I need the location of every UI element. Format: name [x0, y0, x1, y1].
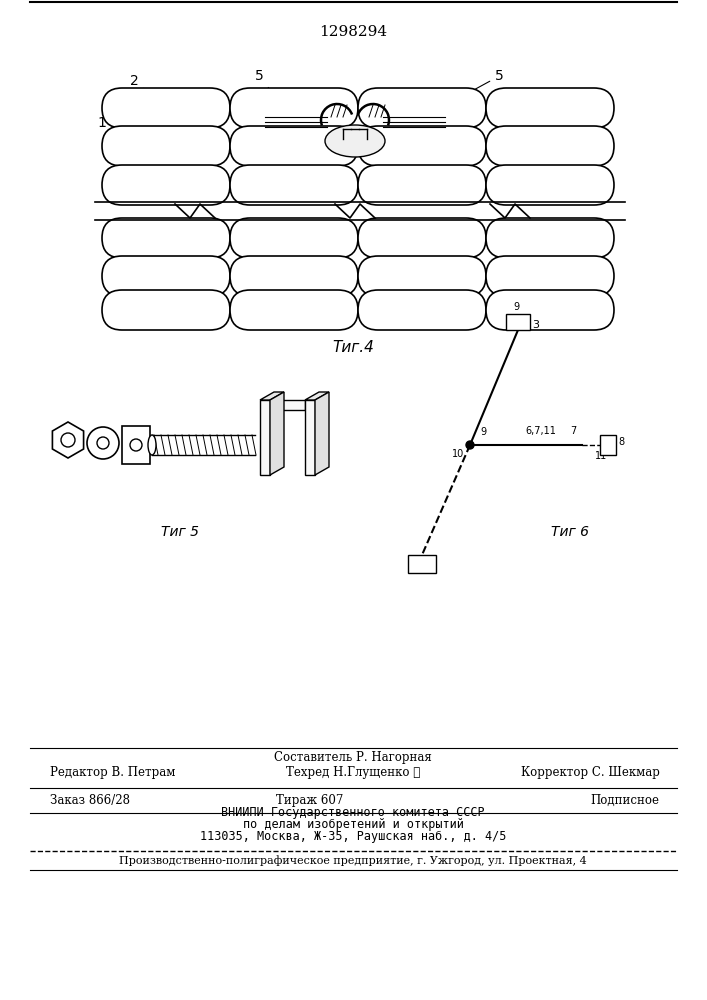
- Polygon shape: [315, 392, 329, 475]
- FancyBboxPatch shape: [486, 126, 614, 166]
- FancyBboxPatch shape: [486, 218, 614, 258]
- Polygon shape: [305, 392, 329, 400]
- Text: Тираж 607: Тираж 607: [276, 794, 344, 807]
- Polygon shape: [270, 392, 284, 475]
- Circle shape: [130, 439, 142, 451]
- Text: 1298294: 1298294: [319, 25, 387, 39]
- Text: Редактор В. Петрам: Редактор В. Петрам: [50, 766, 175, 779]
- Bar: [305, 400, 315, 475]
- Bar: [408, 555, 436, 573]
- Polygon shape: [260, 392, 284, 400]
- Text: 9: 9: [407, 555, 413, 565]
- Text: по делам изобретений и открытий: по делам изобретений и открытий: [243, 818, 463, 831]
- FancyBboxPatch shape: [486, 256, 614, 296]
- FancyBboxPatch shape: [230, 290, 358, 330]
- Bar: [260, 400, 270, 475]
- Text: 5: 5: [255, 69, 293, 120]
- Text: 113035, Москва, Ж-35, Раушская наб., д. 4/5: 113035, Москва, Ж-35, Раушская наб., д. …: [200, 830, 506, 843]
- Text: Производственно-полиграфическое предприятие, г. Ужгород, ул. Проектная, 4: Производственно-полиграфическое предприя…: [119, 855, 587, 866]
- Text: Τиг 6: Τиг 6: [551, 525, 589, 539]
- Text: 3: 3: [532, 320, 539, 330]
- FancyBboxPatch shape: [230, 88, 358, 128]
- Text: 11: 11: [595, 451, 607, 461]
- FancyBboxPatch shape: [358, 290, 486, 330]
- FancyBboxPatch shape: [486, 165, 614, 205]
- FancyBboxPatch shape: [486, 290, 614, 330]
- Ellipse shape: [148, 435, 156, 455]
- Text: 2: 2: [130, 74, 163, 103]
- FancyBboxPatch shape: [102, 126, 230, 166]
- Circle shape: [97, 437, 109, 449]
- Circle shape: [87, 427, 119, 459]
- Text: 10: 10: [452, 449, 464, 459]
- Text: Составитель Р. Нагорная: Составитель Р. Нагорная: [274, 751, 432, 764]
- Text: ВНИИПИ Государственного комитета СССР: ВНИИПИ Государственного комитета СССР: [221, 806, 485, 819]
- FancyBboxPatch shape: [230, 126, 358, 166]
- FancyBboxPatch shape: [486, 88, 614, 128]
- Text: Техред Н.Глущенко ℓ: Техред Н.Глущенко ℓ: [286, 766, 420, 779]
- FancyBboxPatch shape: [358, 218, 486, 258]
- FancyBboxPatch shape: [230, 165, 358, 205]
- Text: 5: 5: [417, 69, 504, 121]
- Circle shape: [61, 433, 75, 447]
- Bar: [600, 435, 616, 455]
- Text: 9: 9: [513, 302, 519, 312]
- FancyBboxPatch shape: [102, 290, 230, 330]
- FancyBboxPatch shape: [358, 88, 486, 128]
- Text: Корректор С. Шекмар: Корректор С. Шекмар: [521, 766, 660, 779]
- FancyBboxPatch shape: [102, 256, 230, 296]
- Text: 9: 9: [480, 427, 486, 437]
- Text: Τиг 5: Τиг 5: [161, 525, 199, 539]
- Ellipse shape: [325, 125, 385, 157]
- FancyBboxPatch shape: [230, 218, 358, 258]
- Bar: [270, 400, 305, 410]
- Text: Заказ 866/28: Заказ 866/28: [50, 794, 130, 807]
- Text: 1: 1: [97, 116, 123, 144]
- Bar: [122, 426, 150, 464]
- Text: Τиг.4: Τиг.4: [332, 340, 374, 355]
- Text: 6,7,11: 6,7,11: [525, 426, 556, 436]
- FancyBboxPatch shape: [102, 218, 230, 258]
- FancyBboxPatch shape: [358, 126, 486, 166]
- Circle shape: [466, 441, 474, 449]
- FancyBboxPatch shape: [102, 165, 230, 205]
- Bar: [506, 314, 530, 330]
- FancyBboxPatch shape: [102, 88, 230, 128]
- Text: Подписное: Подписное: [590, 794, 659, 807]
- FancyBboxPatch shape: [230, 256, 358, 296]
- FancyBboxPatch shape: [358, 165, 486, 205]
- Text: 7: 7: [570, 426, 576, 436]
- Text: 8: 8: [618, 437, 624, 447]
- FancyBboxPatch shape: [358, 256, 486, 296]
